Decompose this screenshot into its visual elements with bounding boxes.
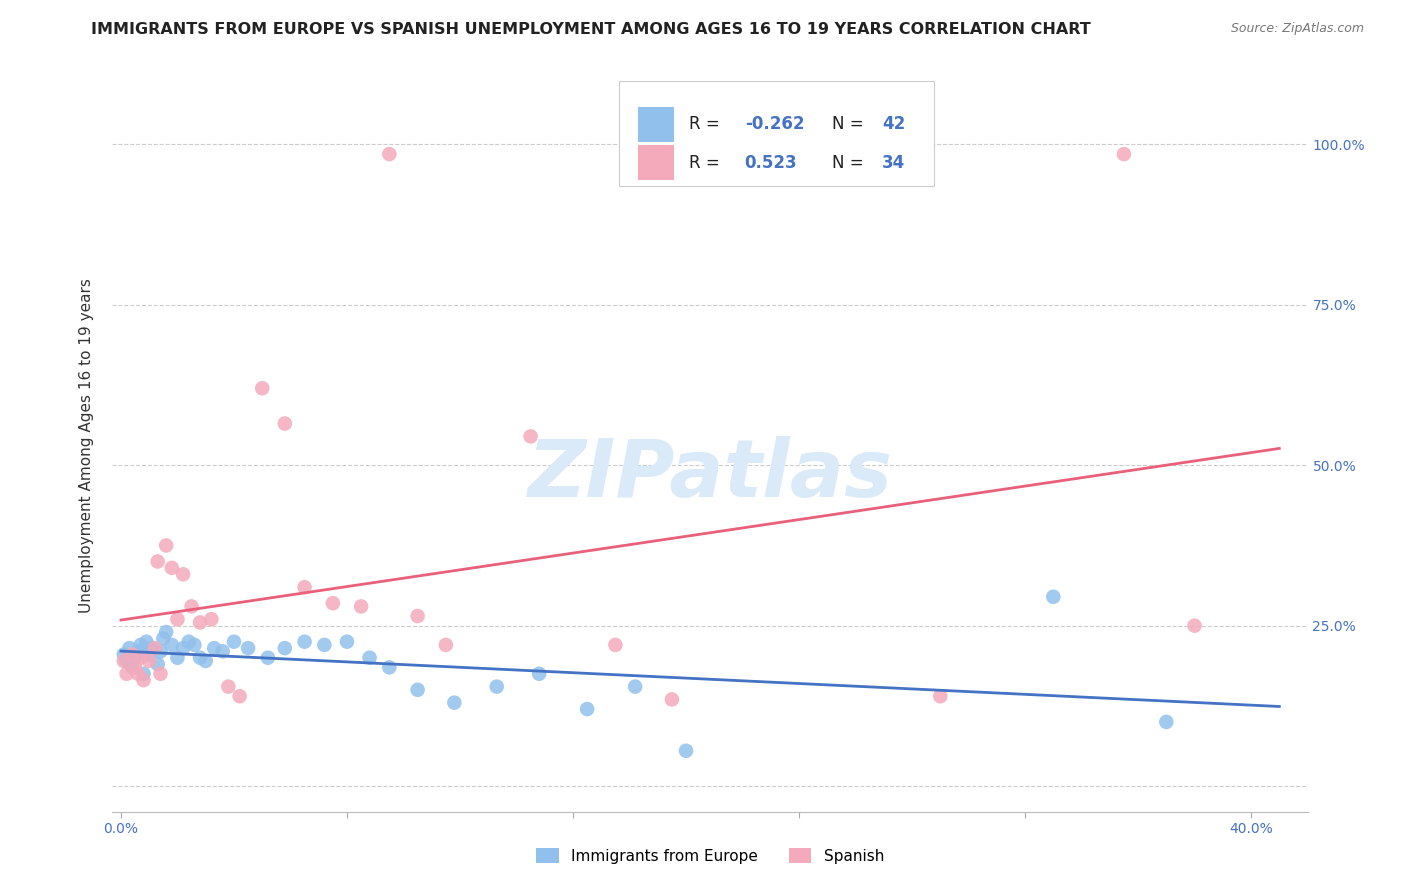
Point bbox=[135, 634, 157, 648]
Point bbox=[118, 641, 141, 656]
Point bbox=[172, 641, 194, 656]
Point bbox=[112, 648, 135, 662]
Point bbox=[252, 381, 274, 395]
Text: IMMIGRANTS FROM EUROPE VS SPANISH UNEMPLOYMENT AMONG AGES 16 TO 19 YEARS CORRELA: IMMIGRANTS FROM EUROPE VS SPANISH UNEMPL… bbox=[91, 22, 1091, 37]
Point bbox=[527, 666, 550, 681]
Point bbox=[115, 666, 138, 681]
Text: Source: ZipAtlas.com: Source: ZipAtlas.com bbox=[1230, 22, 1364, 36]
Point bbox=[112, 654, 135, 668]
Point bbox=[177, 634, 200, 648]
Text: ZIPatlas: ZIPatlas bbox=[527, 436, 893, 515]
Point bbox=[149, 666, 172, 681]
Point bbox=[188, 615, 211, 630]
Point bbox=[294, 580, 316, 594]
Point bbox=[576, 702, 599, 716]
Point bbox=[434, 638, 457, 652]
FancyBboxPatch shape bbox=[619, 81, 934, 186]
Point bbox=[132, 673, 155, 688]
Point bbox=[146, 657, 169, 672]
Point bbox=[1042, 590, 1064, 604]
Point bbox=[115, 654, 138, 668]
Text: 0.523: 0.523 bbox=[745, 154, 797, 172]
Point bbox=[443, 696, 465, 710]
Point bbox=[124, 660, 146, 674]
Point bbox=[485, 680, 508, 694]
Point bbox=[138, 654, 160, 668]
Point bbox=[127, 666, 149, 681]
Point bbox=[378, 660, 401, 674]
Point bbox=[322, 596, 344, 610]
FancyBboxPatch shape bbox=[638, 107, 675, 142]
Point bbox=[160, 638, 183, 652]
Point bbox=[188, 650, 211, 665]
Text: N =: N = bbox=[832, 115, 869, 133]
Text: 42: 42 bbox=[882, 115, 905, 133]
Point bbox=[236, 641, 259, 656]
Point bbox=[378, 147, 401, 161]
Point bbox=[141, 641, 163, 656]
Y-axis label: Unemployment Among Ages 16 to 19 years: Unemployment Among Ages 16 to 19 years bbox=[79, 278, 94, 614]
Point bbox=[172, 567, 194, 582]
Point bbox=[406, 609, 429, 624]
Point bbox=[155, 538, 177, 552]
Point bbox=[222, 634, 245, 648]
Point bbox=[661, 692, 683, 706]
Point bbox=[350, 599, 373, 614]
Point bbox=[149, 644, 172, 658]
Text: 34: 34 bbox=[882, 154, 905, 172]
Point bbox=[146, 554, 169, 568]
Point bbox=[359, 650, 381, 665]
FancyBboxPatch shape bbox=[638, 145, 675, 180]
Point bbox=[129, 650, 152, 665]
Point bbox=[228, 690, 250, 704]
Point bbox=[1112, 147, 1135, 161]
Point bbox=[121, 648, 143, 662]
Text: N =: N = bbox=[832, 154, 869, 172]
Point bbox=[155, 625, 177, 640]
Point bbox=[605, 638, 627, 652]
Point bbox=[166, 612, 188, 626]
Point bbox=[1156, 714, 1178, 729]
Point bbox=[160, 561, 183, 575]
Point bbox=[132, 666, 155, 681]
Point bbox=[314, 638, 336, 652]
Text: R =: R = bbox=[689, 154, 730, 172]
Point bbox=[406, 682, 429, 697]
Legend: Immigrants from Europe, Spanish: Immigrants from Europe, Spanish bbox=[530, 842, 890, 870]
Point bbox=[138, 648, 160, 662]
Text: R =: R = bbox=[689, 115, 724, 133]
Point bbox=[274, 417, 297, 431]
Point bbox=[217, 680, 239, 694]
Point bbox=[166, 650, 188, 665]
Point bbox=[519, 429, 541, 443]
Point bbox=[294, 634, 316, 648]
Point bbox=[121, 660, 143, 674]
Point bbox=[1184, 618, 1206, 632]
Point bbox=[675, 744, 697, 758]
Point bbox=[129, 638, 152, 652]
Point bbox=[127, 644, 149, 658]
Text: -0.262: -0.262 bbox=[745, 115, 804, 133]
Point bbox=[274, 641, 297, 656]
Point bbox=[336, 634, 359, 648]
Point bbox=[624, 680, 647, 694]
Point bbox=[929, 690, 952, 704]
Point bbox=[257, 650, 280, 665]
Point bbox=[183, 638, 205, 652]
Point bbox=[211, 644, 233, 658]
Point bbox=[202, 641, 225, 656]
Point bbox=[124, 650, 146, 665]
Point bbox=[180, 599, 202, 614]
Point bbox=[194, 654, 217, 668]
Point bbox=[152, 632, 174, 646]
Point bbox=[200, 612, 222, 626]
Point bbox=[143, 641, 166, 656]
